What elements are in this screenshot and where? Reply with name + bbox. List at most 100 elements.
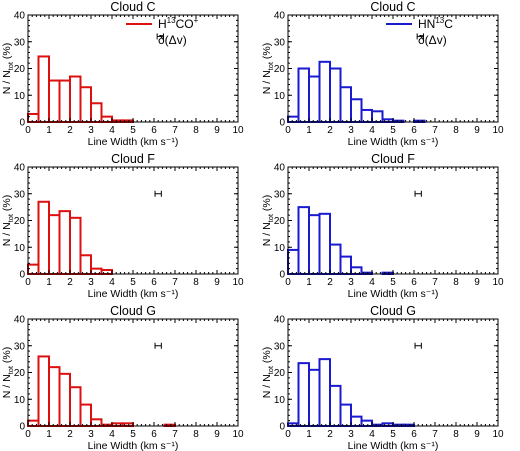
y-tick-label: 40: [14, 11, 26, 22]
y-axis-ticks: [288, 318, 498, 427]
bar-bin-2: [329, 384, 342, 427]
chart-title: Cloud F: [111, 152, 155, 166]
bar-bin-2: [329, 243, 342, 275]
histogram-series: [27, 355, 176, 428]
chart-panel-3: Cloud F 0 1 2 3 4 5 6 7 8 9 10 0 10 20 30 40 Line Width (…: [1, 152, 244, 300]
x-tick-label: 0: [25, 277, 31, 288]
bar-bin-1.5: [58, 79, 71, 123]
chart-panel-6: Cloud G 0 1 2 3 4 5 6 7 8 9 10 0 10 20 30 40 Line Width (…: [261, 304, 504, 451]
x-tick-label: 1: [306, 277, 312, 288]
bar-bin-2.5: [339, 403, 352, 428]
y-tick-label: 40: [274, 315, 286, 326]
bar-bin-2: [69, 75, 82, 123]
y-tick-label: 10: [14, 395, 26, 406]
histogram-series: [287, 60, 426, 124]
bar-bin-3: [350, 415, 363, 428]
x-tick-label: 0: [25, 125, 31, 136]
y-tick-label: 30: [14, 189, 26, 200]
y-axis-label: N / Ntot (%): [261, 195, 275, 247]
legend-err-label: δ(Δv): [418, 33, 447, 47]
chart-panel-5: Cloud G 0 1 2 3 4 5 6 7 8 9 10 0 10 20 30 40 Line Width (…: [1, 304, 244, 451]
y-tick-label: 0: [19, 270, 25, 281]
x-axis-ticks: [287, 167, 499, 274]
y-tick-label: 30: [274, 341, 286, 352]
x-tick-label: 2: [67, 429, 73, 440]
y-tick-label: 20: [274, 368, 286, 379]
x-tick-label: 1: [306, 429, 312, 440]
x-tick-label: 4: [109, 429, 115, 440]
x-axis-ticks: [27, 167, 239, 274]
chart-title: Cloud G: [370, 304, 416, 318]
x-tick-label: 6: [151, 125, 157, 136]
y-tick-label: 40: [14, 163, 26, 174]
legend: H13CO+ δ(Δv): [126, 16, 199, 47]
bar-bin-0: [27, 112, 40, 123]
x-axis-label: Line Width (km s⁻¹): [88, 440, 179, 451]
y-axis-ticks: [28, 166, 238, 275]
x-tick-label: 3: [88, 429, 94, 440]
x-tick-label: 7: [432, 277, 438, 288]
x-tick-label: 8: [453, 429, 459, 440]
error-bar-marker: [414, 190, 422, 197]
x-tick-label: 4: [109, 125, 115, 136]
error-bar-marker: [154, 342, 162, 349]
x-tick-label: 1: [46, 429, 52, 440]
x-tick-label: 5: [390, 125, 396, 136]
bar-bin-2.5: [339, 255, 352, 275]
y-axis-label: N / Ntot (%): [1, 347, 15, 399]
bar-bin-1: [48, 366, 61, 427]
bar-bin-2.5: [79, 254, 92, 275]
bar-bin-0: [287, 115, 300, 124]
x-tick-label: 4: [369, 125, 375, 136]
y-tick-label: 30: [274, 189, 286, 200]
histogram-series: [287, 358, 415, 428]
bar-bin-0.5: [37, 355, 50, 428]
y-axis-ticks: [288, 166, 498, 275]
y-tick-label: 30: [14, 341, 26, 352]
bar-bin-3.5: [100, 268, 113, 275]
x-tick-label: 5: [130, 429, 136, 440]
bar-bin-2.5: [79, 403, 92, 428]
x-tick-label: 8: [193, 429, 199, 440]
x-tick-label: 5: [390, 277, 396, 288]
y-axis-ticks: [288, 14, 498, 123]
y-tick-label: 0: [279, 422, 285, 433]
x-tick-label: 10: [232, 125, 244, 136]
x-tick-label: 0: [25, 429, 31, 440]
y-tick-label: 40: [14, 315, 26, 326]
x-tick-label: 10: [232, 429, 244, 440]
histogram-series: [27, 55, 134, 124]
x-tick-label: 8: [453, 125, 459, 136]
legend-err-label: δ(Δv): [158, 33, 187, 47]
x-tick-label: 10: [492, 277, 504, 288]
y-tick-label: 10: [274, 243, 286, 254]
x-tick-label: 9: [474, 125, 480, 136]
chart-panel-1: Cloud C 0 1 2 3 4 5 6 7 8 9 10 0 10 20 30 40 Line Width (…: [1, 0, 244, 148]
y-tick-label: 10: [14, 243, 26, 254]
x-axis-ticks: [27, 319, 239, 426]
x-tick-label: 3: [348, 277, 354, 288]
x-tick-label: 1: [46, 125, 52, 136]
bar-bin-3.5: [100, 115, 113, 124]
x-tick-label: 7: [172, 277, 178, 288]
y-tick-label: 10: [14, 91, 26, 102]
bar-bin-0.5: [297, 206, 310, 275]
x-tick-label: 8: [193, 277, 199, 288]
x-tick-label: 9: [474, 277, 480, 288]
x-tick-label: 7: [432, 429, 438, 440]
x-tick-label: 9: [214, 125, 220, 136]
x-tick-label: 1: [46, 277, 52, 288]
error-bar-marker: [414, 342, 422, 349]
bar-bin-0: [27, 419, 40, 427]
bar-bin-0: [287, 248, 300, 276]
x-tick-label: 9: [214, 429, 220, 440]
x-tick-label: 0: [285, 429, 291, 440]
x-tick-label: 0: [285, 125, 291, 136]
legend-label: H13CO+: [158, 16, 199, 31]
x-axis-label: Line Width (km s⁻¹): [88, 288, 179, 300]
x-tick-label: 4: [369, 277, 375, 288]
legend: HN13C δ(Δv): [386, 16, 453, 47]
bar-bin-1.5: [318, 212, 331, 275]
bar-bin-3: [350, 98, 363, 123]
histogram-series: [27, 200, 113, 276]
